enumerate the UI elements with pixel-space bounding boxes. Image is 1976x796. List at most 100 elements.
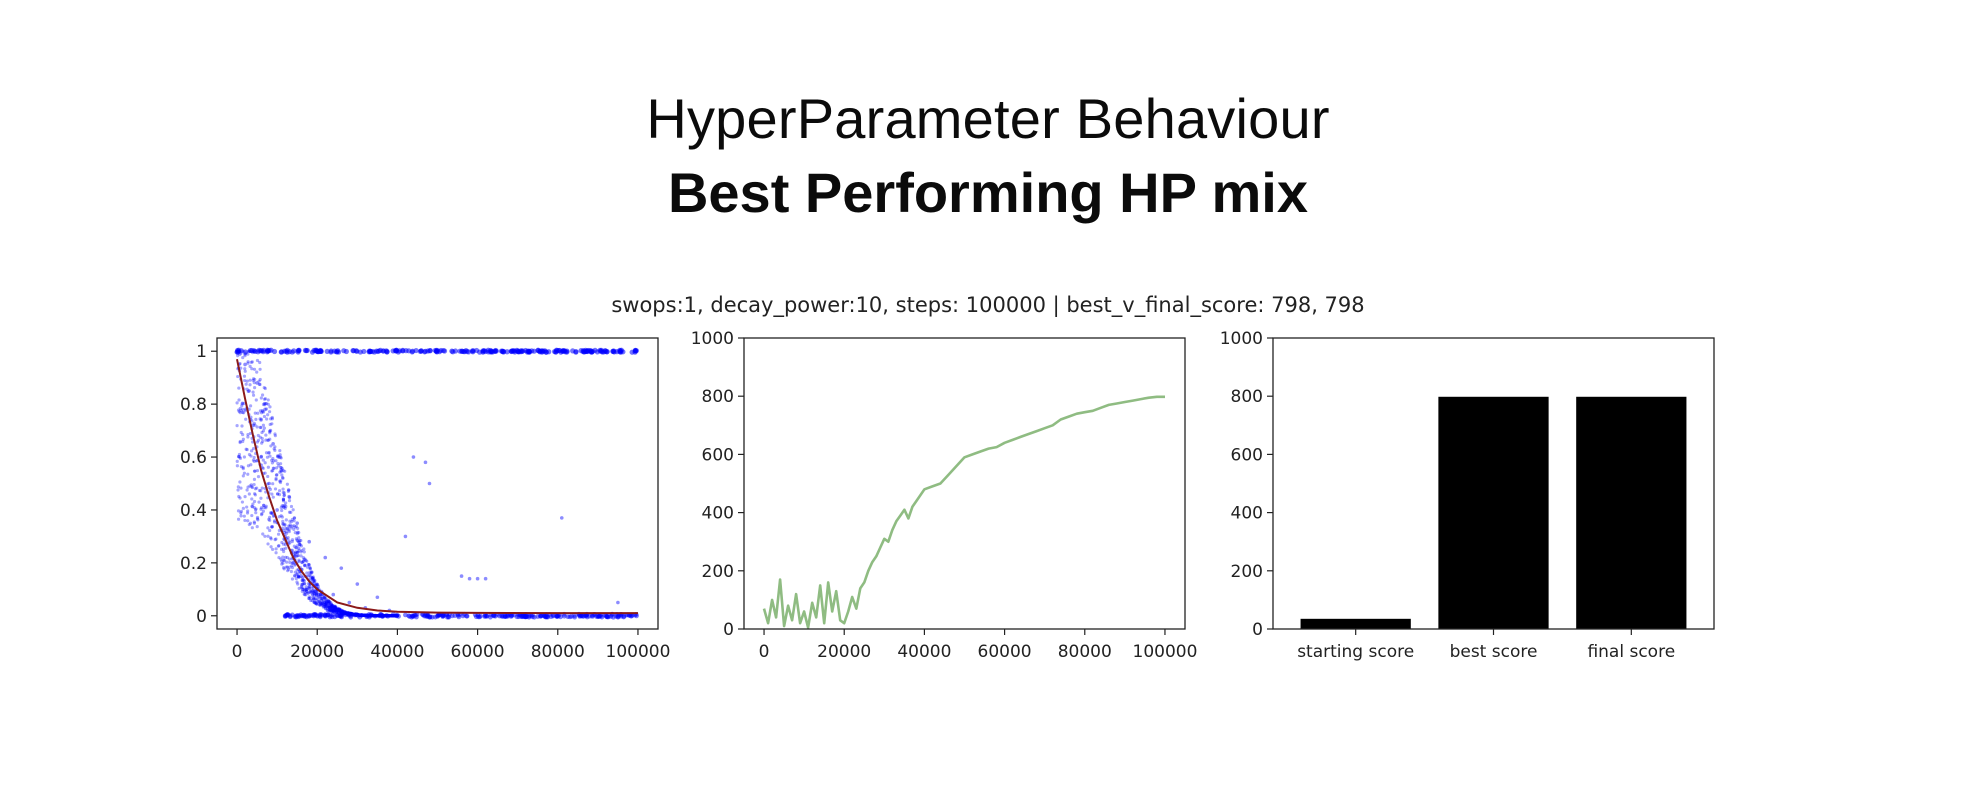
scatter-point bbox=[362, 613, 366, 617]
scatter-point bbox=[371, 614, 375, 618]
scatter-point bbox=[286, 536, 290, 540]
scatter-point bbox=[250, 419, 254, 423]
scatter-point bbox=[266, 526, 270, 530]
scatter-point bbox=[300, 576, 305, 580]
scatter-point bbox=[386, 614, 390, 618]
scatter-point bbox=[343, 348, 349, 355]
scatter-point bbox=[280, 559, 284, 563]
scatter-point bbox=[261, 532, 265, 536]
scatter-point bbox=[610, 348, 616, 354]
scatter-point bbox=[264, 506, 268, 510]
scatter-point bbox=[306, 574, 310, 578]
scatter-point bbox=[352, 612, 356, 617]
scatter-point bbox=[330, 606, 334, 611]
scatter-point bbox=[288, 524, 292, 528]
scatter-point bbox=[387, 614, 391, 618]
scatter-point bbox=[381, 614, 385, 618]
scatter-point bbox=[322, 600, 327, 604]
scatter-point bbox=[338, 608, 342, 612]
scatter-point bbox=[287, 494, 291, 499]
scatter-point bbox=[321, 599, 325, 603]
scatter-point bbox=[346, 611, 350, 616]
scatter-point bbox=[263, 403, 267, 407]
scatter-point bbox=[284, 546, 288, 550]
scatter-point bbox=[579, 613, 584, 619]
scatter-point bbox=[550, 613, 556, 619]
scatter-point bbox=[346, 612, 350, 616]
scatter-point bbox=[296, 550, 300, 555]
scatter-point bbox=[368, 614, 372, 618]
scatter-point bbox=[246, 519, 250, 523]
scatter-point bbox=[301, 559, 305, 563]
scatter-point bbox=[356, 612, 360, 617]
scatter-point bbox=[347, 612, 351, 616]
scatter-point bbox=[286, 527, 290, 531]
scatter-point bbox=[389, 614, 394, 618]
scatter-point bbox=[346, 612, 351, 617]
scatter-point bbox=[385, 614, 389, 618]
scatter-point bbox=[370, 613, 374, 618]
scatter-point bbox=[364, 613, 370, 619]
scatter-point bbox=[301, 582, 305, 586]
scatter-point bbox=[296, 575, 300, 579]
scatter-point bbox=[391, 614, 395, 618]
scatter-point bbox=[386, 614, 390, 618]
scatter-point bbox=[388, 614, 393, 618]
scatter-point bbox=[300, 560, 304, 564]
scatter-point bbox=[350, 612, 354, 616]
scatter-point bbox=[345, 612, 349, 616]
scatter-point bbox=[300, 589, 304, 594]
scatter-point bbox=[377, 614, 381, 618]
scatter-point bbox=[251, 393, 256, 397]
scatter-point bbox=[368, 613, 372, 618]
scatter-point bbox=[359, 613, 364, 617]
scatter-point bbox=[314, 602, 319, 606]
scatter-point bbox=[256, 347, 262, 353]
scatter-point bbox=[243, 367, 247, 371]
scatter-point bbox=[392, 614, 396, 618]
scatter-point bbox=[504, 614, 510, 619]
scatter-point bbox=[253, 492, 257, 496]
scatter-point bbox=[311, 576, 315, 580]
scatter-point bbox=[315, 593, 319, 598]
scatter-point bbox=[385, 614, 389, 618]
decay-curve bbox=[236, 358, 638, 615]
scatter-point bbox=[331, 608, 335, 613]
scatter-point bbox=[255, 425, 259, 429]
scatter-point bbox=[301, 556, 306, 560]
scatter-point bbox=[312, 593, 317, 597]
scatter-point bbox=[259, 454, 263, 458]
scatter-point bbox=[346, 612, 350, 616]
scatter-point bbox=[306, 562, 310, 567]
y-tick-label: 0 bbox=[1252, 620, 1263, 640]
scatter-point bbox=[344, 611, 348, 615]
scatter-point bbox=[243, 352, 247, 356]
scatter-point bbox=[361, 613, 366, 617]
scatter-point bbox=[302, 559, 306, 563]
scatter-point bbox=[348, 613, 352, 617]
scatter-point bbox=[347, 611, 351, 615]
scatter-point bbox=[260, 436, 264, 441]
scatter-point bbox=[268, 422, 272, 427]
scatter-point bbox=[238, 362, 242, 366]
scatter-point bbox=[311, 597, 316, 601]
x-tick-label: 60000 bbox=[978, 642, 1032, 662]
scatter-point bbox=[366, 613, 370, 618]
scatter-point bbox=[330, 604, 334, 608]
scatter-point bbox=[327, 607, 331, 612]
scatter-point bbox=[333, 608, 337, 613]
scatter-point bbox=[315, 591, 319, 595]
scatter-point bbox=[258, 367, 262, 371]
x-tick-label: 100000 bbox=[1133, 642, 1198, 662]
scatter-point bbox=[290, 561, 294, 565]
scatter-point bbox=[268, 487, 273, 491]
scatter-point bbox=[254, 507, 258, 511]
scatter-point bbox=[289, 510, 293, 514]
scatter-point bbox=[464, 613, 469, 619]
scatter-point bbox=[290, 519, 294, 524]
scatter-point bbox=[323, 602, 328, 607]
scatter-point bbox=[277, 493, 282, 497]
scatter-point bbox=[323, 602, 327, 606]
scatter-point bbox=[375, 614, 379, 618]
scatter-point bbox=[344, 611, 348, 615]
